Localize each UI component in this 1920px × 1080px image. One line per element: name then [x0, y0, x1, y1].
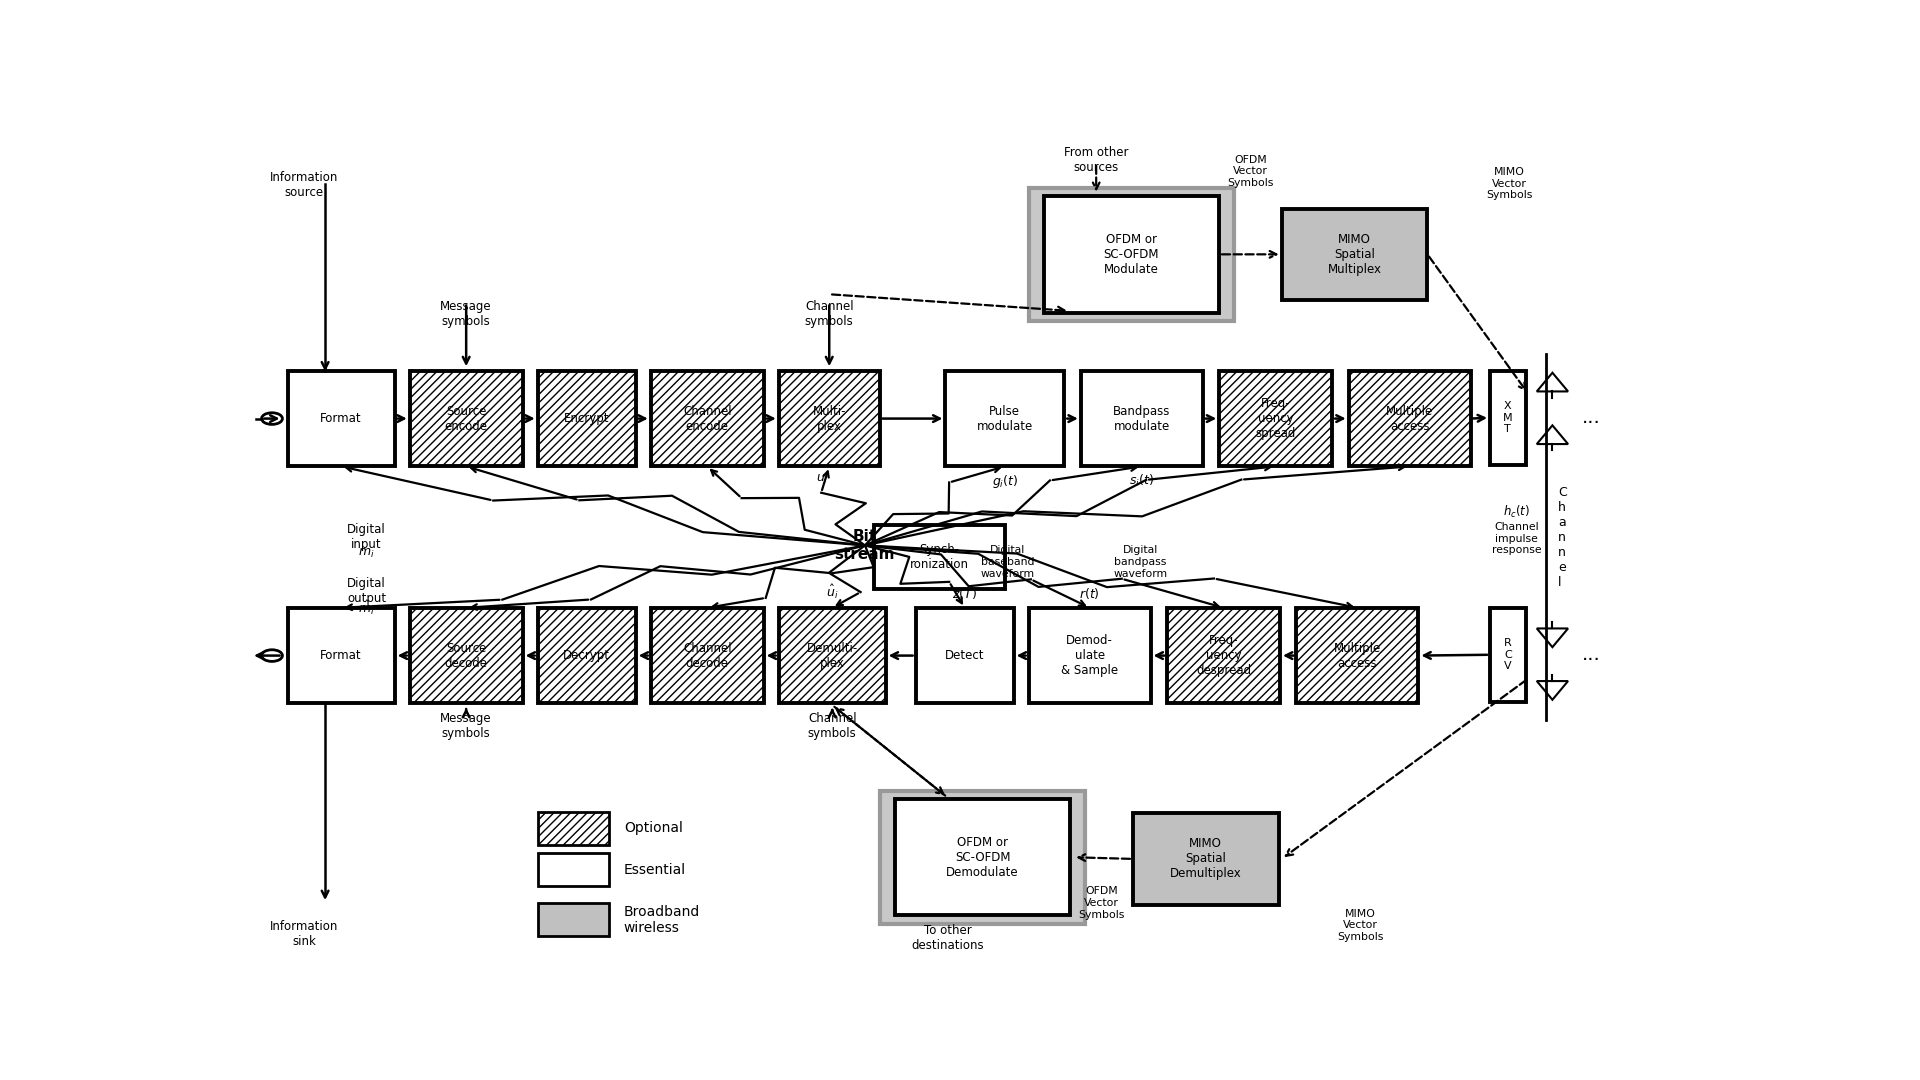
Bar [538, 903, 609, 936]
Text: Freq-
uency
spread: Freq- uency spread [1256, 397, 1296, 440]
Bar [288, 608, 396, 703]
Text: Format: Format [321, 413, 363, 426]
Text: $s_i(t)$: $s_i(t)$ [1129, 473, 1154, 489]
Text: Pulse
modulate: Pulse modulate [977, 405, 1033, 433]
Text: Multiple
access: Multiple access [1386, 405, 1432, 433]
Text: Digital
bandpass
waveform: Digital bandpass waveform [1114, 545, 1167, 579]
Text: Bandpass
modulate: Bandpass modulate [1114, 405, 1171, 433]
Bar [651, 608, 764, 703]
Bar [1133, 813, 1279, 905]
Text: $m_i$: $m_i$ [359, 548, 374, 561]
Text: ...: ... [1582, 408, 1601, 428]
Text: Information
sink: Information sink [269, 920, 338, 947]
Text: Optional: Optional [624, 821, 684, 835]
Bar [1219, 370, 1332, 467]
Text: Encrypt: Encrypt [564, 413, 609, 426]
Text: Source
encode: Source encode [445, 405, 488, 433]
Text: Broadband
wireless: Broadband wireless [624, 905, 701, 934]
Text: Demod-
ulate
& Sample: Demod- ulate & Sample [1062, 634, 1117, 677]
Bar [288, 370, 396, 467]
Text: $u_i$: $u_i$ [816, 473, 828, 486]
Bar [538, 608, 636, 703]
Bar [916, 608, 1014, 703]
Bar [538, 811, 609, 845]
Bar [1167, 608, 1281, 703]
Bar [879, 791, 1085, 923]
Bar [945, 370, 1064, 467]
Text: Digital
output: Digital output [348, 577, 386, 605]
Text: Detect: Detect [945, 649, 985, 662]
Text: Freq-
uency
despread: Freq- uency despread [1196, 634, 1252, 677]
Bar [1490, 608, 1526, 702]
Text: Decrypt: Decrypt [563, 649, 611, 662]
Text: MIMO
Vector
Symbols: MIMO Vector Symbols [1336, 908, 1384, 942]
Text: Synch-
ronization: Synch- ronization [910, 543, 970, 571]
Text: Channel
symbols: Channel symbols [808, 712, 856, 740]
Text: Bit
stream: Bit stream [835, 529, 895, 562]
Text: Format: Format [321, 649, 363, 662]
Bar [1029, 188, 1235, 321]
Text: Channel
impulse
response: Channel impulse response [1492, 522, 1542, 555]
Text: Essential: Essential [624, 863, 685, 877]
Bar [1044, 197, 1219, 312]
Text: Multiple
access: Multiple access [1334, 642, 1380, 670]
Bar [780, 370, 879, 467]
Text: Source
decode: Source decode [445, 642, 488, 670]
Bar [895, 799, 1069, 916]
Text: Multi-
plex: Multi- plex [812, 405, 847, 433]
Text: Channel
symbols: Channel symbols [804, 300, 854, 328]
Text: Digital
baseband
waveform: Digital baseband waveform [981, 545, 1035, 579]
Text: X
M
T: X M T [1503, 401, 1513, 434]
Bar [874, 526, 1004, 589]
Text: R
C
V: R C V [1503, 638, 1511, 672]
Text: Message
symbols: Message symbols [440, 300, 492, 328]
Text: MIMO
Spatial
Demultiplex: MIMO Spatial Demultiplex [1169, 837, 1242, 880]
Text: $\hat{u}_i$: $\hat{u}_i$ [826, 583, 839, 602]
Text: Channel
decode: Channel decode [684, 642, 732, 670]
Text: Message
symbols: Message symbols [440, 712, 492, 740]
Bar [538, 853, 609, 887]
Bar [1283, 208, 1427, 300]
Text: OFDM
Vector
Symbols: OFDM Vector Symbols [1079, 887, 1125, 920]
Text: MIMO
Spatial
Multiplex: MIMO Spatial Multiplex [1327, 233, 1382, 275]
Bar [1029, 608, 1150, 703]
Text: OFDM
Vector
Symbols: OFDM Vector Symbols [1227, 154, 1273, 188]
Bar [1348, 370, 1471, 467]
Bar [409, 370, 522, 467]
Text: $h_c(t)$: $h_c(t)$ [1503, 504, 1530, 521]
Text: Channel
encode: Channel encode [684, 405, 732, 433]
Bar [538, 370, 636, 467]
Bar [1296, 608, 1419, 703]
Text: $\hat{m}_i$: $\hat{m}_i$ [359, 598, 374, 617]
Bar [1081, 370, 1202, 467]
Text: ...: ... [1582, 645, 1601, 664]
Text: $z(T)$: $z(T)$ [952, 586, 977, 602]
Text: MIMO
Vector
Symbols: MIMO Vector Symbols [1486, 167, 1532, 200]
Text: Digital
input: Digital input [348, 523, 386, 551]
Bar [780, 608, 885, 703]
Bar [409, 608, 522, 703]
Text: Demulti-
plex: Demulti- plex [806, 642, 858, 670]
Text: OFDM or
SC-OFDM
Demodulate: OFDM or SC-OFDM Demodulate [947, 836, 1020, 879]
Text: To other
destinations: To other destinations [912, 923, 983, 951]
Bar [651, 370, 764, 467]
Text: Information
source: Information source [269, 171, 338, 199]
Text: OFDM or
SC-OFDM
Modulate: OFDM or SC-OFDM Modulate [1104, 233, 1160, 275]
Text: From other
sources: From other sources [1064, 146, 1129, 174]
Text: $g_i(t)$: $g_i(t)$ [991, 473, 1018, 490]
Text: $r(t)$: $r(t)$ [1079, 586, 1100, 602]
Text: C
h
a
n
n
e
l: C h a n n e l [1559, 486, 1567, 589]
Bar [1490, 370, 1526, 464]
